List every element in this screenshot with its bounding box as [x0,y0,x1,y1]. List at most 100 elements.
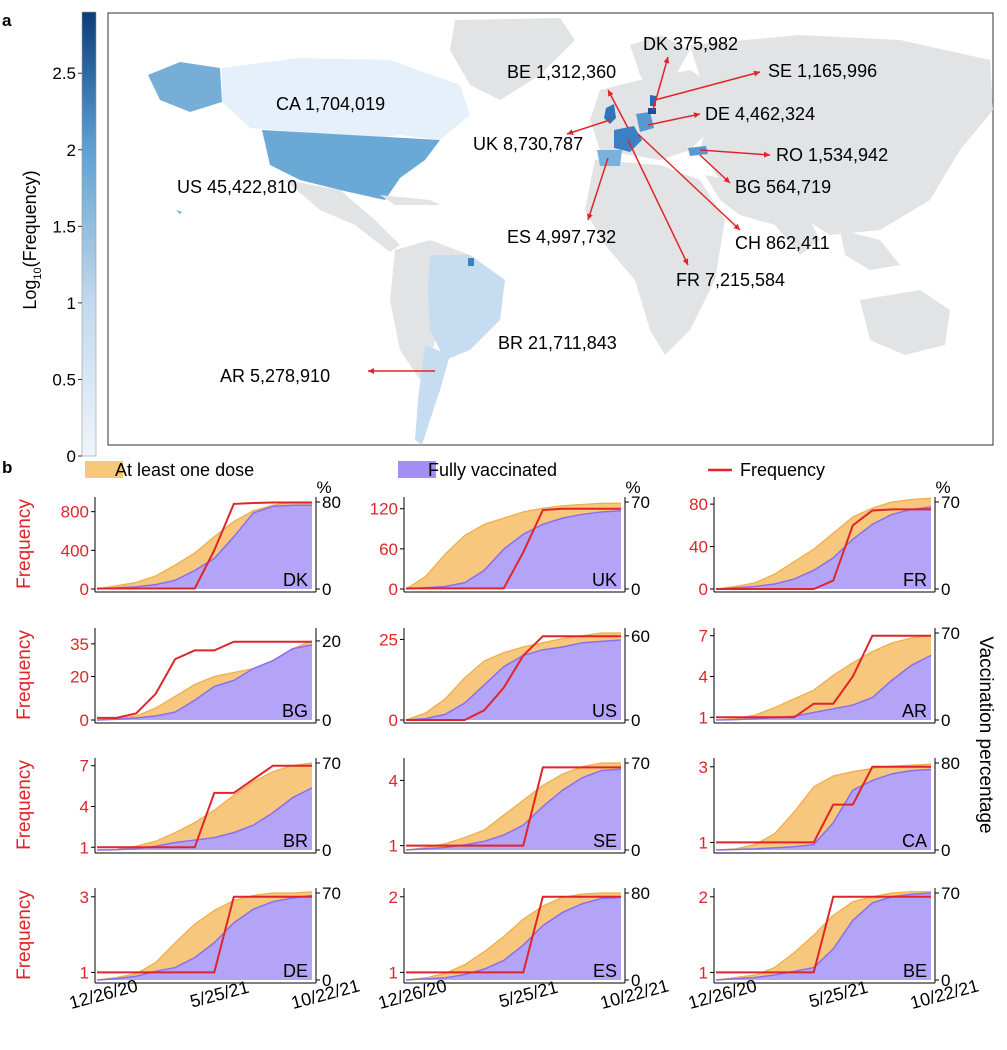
chart-de: 1 3 0 70 DE [80,884,341,990]
asia-shape [690,35,993,235]
map-label-ca: CA 1,704,019 [276,94,385,114]
alaska-shape [148,62,222,112]
left-tick-label-fr-0: 0 [699,580,708,599]
right-tick-label-es-1: 80 [631,884,650,903]
frequency-axis-label-3: Frequency [14,890,35,980]
country-code-be: BE [903,961,927,981]
left-tick-label-fr-2: 80 [689,495,708,514]
right-tick-label-bg-0: 0 [322,711,331,730]
frequency-line-bg [97,640,312,719]
frequency-line-dk [97,501,312,590]
full-area-se [406,769,621,850]
frequency-axis-label-1: Frequency [14,630,35,720]
right-tick-label-es-0: 0 [631,971,640,990]
caribbean-shape [380,195,440,205]
colorbar-tick-label-3: 1.5 [52,217,76,236]
australia-shape [860,290,950,355]
left-tick-label-ar-1: 4 [699,668,708,687]
chart-bg: 0 20 35 0 20 BG [70,628,341,730]
world-map [148,18,993,445]
legend: At least one dose Fully vaccinated Frequen… [85,460,825,480]
x-tick-label-2-0: 12/26/20 [686,975,759,1012]
map-label-dk: DK 375,982 [643,34,738,54]
legend-swatch-1 [398,461,436,478]
map-arrow-uk [566,119,611,135]
country-code-br: BR [283,831,308,851]
right-tick-label-dk-0: 0 [322,580,331,599]
full-line-br [96,787,313,851]
left-tick-label-es-1: 2 [389,888,398,907]
dose-line-be [715,891,931,981]
country-code-ca: CA [902,831,927,851]
map-arrow-fr [627,139,689,266]
full-line-es [405,896,622,981]
right-tick-label-se-1: 70 [631,754,650,773]
country-code-dk: DK [283,570,308,590]
left-tick-label-ca-0: 1 [699,833,708,852]
percent-symbol-uk: % [625,478,640,497]
right-tick-label-dk-1: 80 [322,493,341,512]
africa-shape [585,160,725,355]
dose-line-se [405,762,621,851]
map-label-es: ES 4,997,732 [507,227,616,247]
uk-shape [604,104,616,124]
right-tick-label-br-1: 70 [322,754,341,773]
left-tick-label-uk-2: 120 [370,500,398,519]
colorbar-tick-label-2: 1 [67,294,76,313]
right-tick-label-ca-0: 0 [941,841,950,860]
right-tick-label-fr-0: 0 [941,580,950,599]
frequency-line-us [406,635,621,721]
chart-uk: 0 60 120 0 70% UK [370,478,650,599]
map-label-bg: BG 564,719 [735,177,831,197]
right-tick-label-uk-1: 70 [631,493,650,512]
country-code-bg: BG [282,701,308,721]
right-tick-label-us-1: 60 [631,627,650,646]
argentina-shape [415,345,450,445]
full-area-us [406,640,621,720]
map-labels: DK 375,982 SE 1,165,996 BE 1,312,360 CA 1,7… [177,34,888,386]
dose-line-uk [405,502,621,590]
map-arrow-se [654,70,761,101]
right-axis-label: Vaccination percentage [975,636,996,833]
right-tick-label-be-0: 0 [941,971,950,990]
colorbar-label-main: Log [20,280,40,310]
france-shape [614,126,642,152]
french-guiana-shape [468,258,474,266]
left-tick-label-ar-2: 7 [699,627,708,646]
right-tick-label-de-1: 70 [322,884,341,903]
x-axis-ticks: 12/26/20 5/25/21 10/22/21 12/26/20 5/25/21 10… [67,975,981,1012]
spain-shape [597,150,622,166]
brazil-shape [428,255,505,360]
country-code-de: DE [283,961,308,981]
legend-label-0: At least one dose [115,460,254,480]
left-tick-label-es-0: 1 [389,963,398,982]
full-area-ca [716,769,931,850]
panel-b-label: b [2,458,12,477]
panel-b: b At least one dose Fully vaccinated Frequ… [2,458,996,1013]
map-arrows [368,56,771,374]
map-label-us: US 45,422,810 [177,177,297,197]
country-code-uk: UK [592,570,617,590]
map-arrow-dk [652,56,670,111]
full-line-fr [715,506,932,590]
full-line-se [405,768,622,851]
map-label-ro: RO 1,534,942 [776,145,888,165]
usa-shape [262,130,440,200]
left-tick-label-bg-2: 35 [70,635,89,654]
hawaii-shape [176,210,182,214]
right-tick-label-be-1: 70 [941,884,960,903]
full-line-bg [96,644,313,721]
map-label-se: SE 1,165,996 [768,61,877,81]
x-tick-label-2-1: 5/25/21 [807,977,870,1012]
full-area-uk [406,510,621,589]
left-tick-label-de-0: 1 [80,963,89,982]
denmark-shape [648,108,656,114]
left-axis-labels: Frequency Frequency Frequency Frequency [14,499,35,980]
chart-dk: 0 400 800 0 80% DK [61,478,341,599]
colorbar-label: Log10(Frequency) [20,170,44,309]
full-area-ar [716,655,931,720]
left-tick-label-dk-2: 800 [61,503,89,522]
